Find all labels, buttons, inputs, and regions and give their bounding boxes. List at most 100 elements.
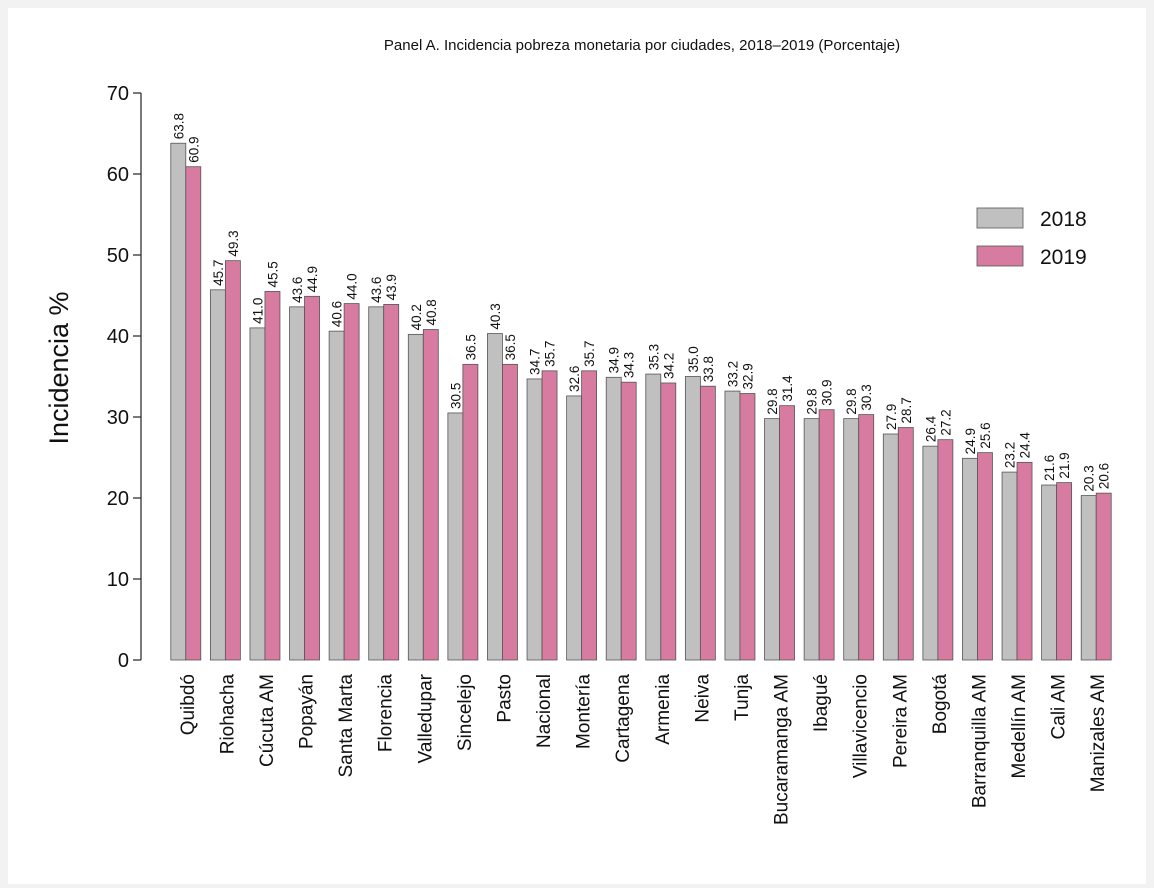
x-tick-label: Ibagué: [811, 674, 832, 732]
legend-swatch: [976, 207, 1024, 229]
bar-2019: [739, 393, 756, 661]
x-tick-labels: Quibdó Riohacha Cúcuta AM Popayán Santa Mart…: [178, 673, 1109, 825]
bar-value-label: 40.2: [409, 304, 424, 330]
x-tick-label: Bucaramanga AM: [772, 674, 793, 825]
bar-2019: [1016, 461, 1033, 661]
x-tick-label: Quibdó: [178, 674, 199, 735]
bar-value-label: 34.7: [528, 349, 543, 375]
bar-2018: [487, 333, 503, 661]
bar-value-label: 34.3: [622, 352, 637, 378]
bar-2018: [328, 330, 345, 661]
bar-value-label: 40.6: [330, 301, 345, 327]
bar-value-label: 20.3: [1082, 465, 1097, 491]
bar-value-label: 49.3: [226, 230, 241, 256]
bar-2019: [779, 405, 795, 661]
bar-value-label: 30.3: [859, 384, 874, 410]
bar-chart: Panel A. Incidencia pobreza monetaria po…: [44, 37, 1112, 825]
bars: [170, 142, 1112, 661]
bar-value-label: 33.2: [725, 361, 740, 387]
bar-2019: [818, 409, 835, 661]
y-tick-label: 70: [107, 83, 129, 105]
bar-2018: [843, 418, 860, 661]
bar-value-label: 44.0: [345, 273, 360, 299]
x-tick-label: Montería: [574, 674, 595, 749]
x-tick-label: Armenia: [653, 674, 674, 745]
y-tick-label: 10: [107, 569, 129, 591]
bar-2019: [185, 166, 202, 661]
bar-value-label: 40.3: [488, 303, 503, 329]
bar-2019: [937, 439, 954, 661]
bar-2018: [645, 373, 662, 661]
bar-value-label: 20.6: [1097, 463, 1112, 489]
bar-2019: [422, 329, 439, 661]
y-tick-label: 60: [107, 164, 129, 186]
x-tick-label: Bogotá: [930, 674, 951, 735]
bar-value-label: 34.2: [661, 353, 676, 379]
x-tick-label: Valledupar: [415, 673, 436, 763]
bar-2018: [566, 395, 583, 661]
x-tick-label: Santa Marta: [336, 674, 357, 778]
bar-value-label: 40.8: [424, 299, 439, 325]
x-tick-label: Neiva: [692, 674, 713, 723]
bar-2019: [224, 260, 241, 661]
bar-value-label: 43.6: [290, 277, 305, 303]
bar-2018: [407, 333, 424, 661]
x-tick-label: Riohacha: [217, 674, 238, 755]
bar-2019: [383, 304, 400, 661]
bar-2019: [977, 452, 993, 661]
bar-2019: [304, 295, 320, 661]
bar-value-label: 32.9: [740, 363, 755, 389]
bar-value-label: 33.8: [701, 356, 716, 382]
bar-2018: [882, 433, 899, 661]
bar-value-label: 60.9: [186, 136, 201, 162]
legend-label: 2018: [1040, 208, 1087, 231]
bar-value-label: 25.6: [978, 422, 993, 448]
x-tick-label: Sincelejo: [455, 674, 476, 751]
bar-value-label: 41.0: [250, 298, 265, 324]
bar-value-label: 45.7: [211, 260, 226, 286]
bar-2018: [1080, 495, 1097, 661]
legend-swatch: [976, 245, 1024, 267]
bar-value-label: 45.5: [265, 261, 280, 287]
bar-2019: [699, 385, 716, 661]
x-tick-label: Popayán: [297, 674, 318, 749]
bar-2019: [660, 382, 677, 661]
bar-value-label: 35.7: [582, 341, 597, 367]
bar-value-label: 27.9: [884, 404, 899, 430]
bar-value-label: 36.5: [503, 334, 518, 360]
bar-value-label: 28.7: [899, 397, 914, 423]
legend: 2018 2019: [976, 207, 1087, 269]
y-axis-label: Incidencia %: [44, 291, 74, 444]
bar-2018: [605, 376, 622, 661]
x-tick-label: Barranquilla AM: [969, 674, 990, 808]
y-tick-label: 30: [107, 407, 129, 429]
bar-value-label: 32.6: [567, 366, 582, 392]
bar-value-labels: 63.860.945.749.341.045.543.6 44.940.644.0…: [171, 113, 1111, 492]
bar-2019: [1095, 492, 1112, 661]
bar-2018: [447, 412, 464, 661]
x-tick-label: Florencia: [376, 674, 397, 753]
bar-value-label: 29.8: [805, 388, 820, 414]
bar-value-label: 35.3: [646, 344, 661, 370]
bar-2019: [858, 414, 875, 661]
bar-2019: [264, 291, 281, 661]
bar-2019: [897, 427, 914, 661]
x-tick-label: Cartagena: [613, 674, 634, 763]
bar-value-label: 21.9: [1057, 452, 1072, 478]
bar-2019: [502, 363, 518, 661]
bar-2018: [170, 142, 187, 661]
x-tick-label: Nacional: [534, 674, 555, 748]
x-tick-label: Tunja: [732, 674, 753, 721]
x-tick-label: Pereira AM: [890, 674, 911, 768]
bar-2019: [343, 303, 360, 661]
bar-2018: [684, 376, 701, 661]
legend-label: 2019: [1040, 246, 1087, 269]
bar-2018: [526, 378, 543, 661]
bar-2019: [620, 381, 637, 661]
bar-value-label: 43.9: [384, 274, 399, 300]
x-tick-label: Medellín AM: [1009, 674, 1030, 779]
bar-value-label: 24.9: [963, 428, 978, 454]
bar-value-label: 36.5: [463, 334, 478, 360]
bar-2018: [368, 306, 385, 661]
y-tick-label: 40: [107, 326, 129, 348]
